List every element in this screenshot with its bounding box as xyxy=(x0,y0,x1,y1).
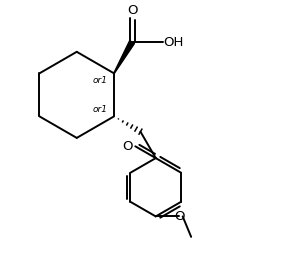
Text: OH: OH xyxy=(163,36,183,49)
Text: O: O xyxy=(127,4,137,17)
Text: O: O xyxy=(123,140,133,153)
Text: or1: or1 xyxy=(93,76,108,85)
Polygon shape xyxy=(114,41,134,74)
Text: or1: or1 xyxy=(93,105,108,114)
Text: O: O xyxy=(174,210,185,223)
